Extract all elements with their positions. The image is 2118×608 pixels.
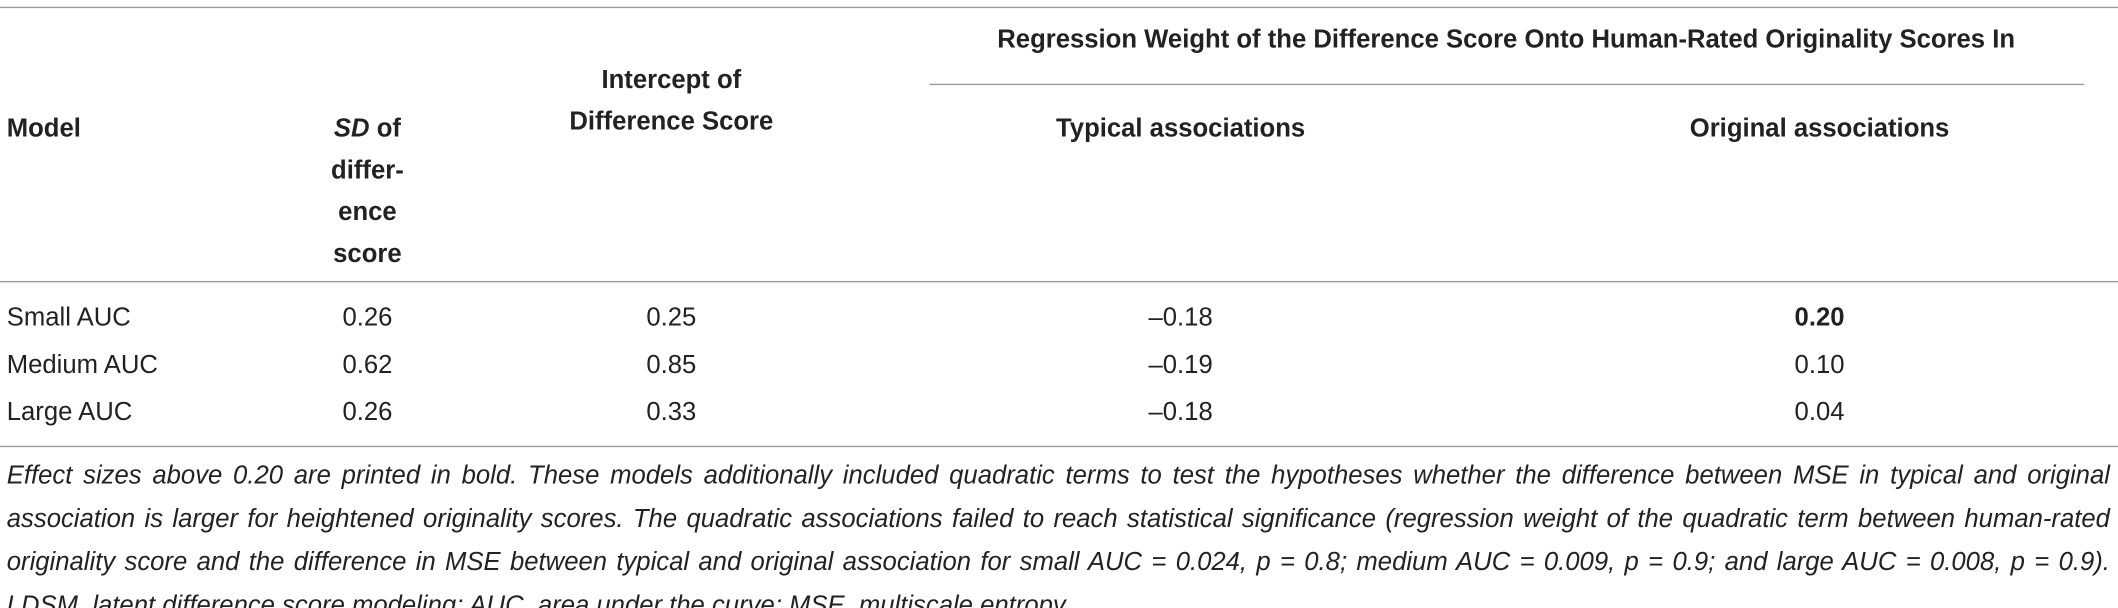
cell: 0.26 xyxy=(342,398,393,427)
footnote: Effect sizes above 0.20 are printed in b… xyxy=(6,461,2110,608)
header-span: Regression Weight of the Difference Scor… xyxy=(997,25,2016,55)
cell: Medium AUC xyxy=(6,351,158,380)
cell: –0.18 xyxy=(1148,398,1213,427)
cell: 0.33 xyxy=(646,398,697,427)
header-sd: SD of differ­ence score xyxy=(323,108,412,275)
header-typical: Typical associations xyxy=(1056,114,1306,144)
cell: Large AUC xyxy=(6,398,133,427)
header-model: Model xyxy=(6,114,81,144)
cell: 0.85 xyxy=(646,351,697,380)
cell: –0.18 xyxy=(1148,303,1213,333)
cell: Small AUC xyxy=(6,303,131,333)
cell: 0.62 xyxy=(342,351,393,380)
cell: 0.26 xyxy=(342,303,393,333)
cell: 0.25 xyxy=(646,303,697,333)
cell: 0.10 xyxy=(1794,351,1845,380)
cell: –0.19 xyxy=(1148,351,1213,380)
header-sd-italic: SD xyxy=(333,114,370,144)
cell: 0.04 xyxy=(1794,398,1845,427)
header-original: Original associations xyxy=(1689,114,1950,144)
header-intercept: Intercept of Difference Score xyxy=(569,66,774,137)
bottom-rule xyxy=(0,445,2118,448)
header-rule xyxy=(0,280,2118,283)
cell: 0.20 xyxy=(1794,303,1845,333)
top-rule xyxy=(0,6,2118,9)
header-sd-rest: of differ­ence score xyxy=(331,114,404,269)
span-rule xyxy=(929,83,2085,86)
